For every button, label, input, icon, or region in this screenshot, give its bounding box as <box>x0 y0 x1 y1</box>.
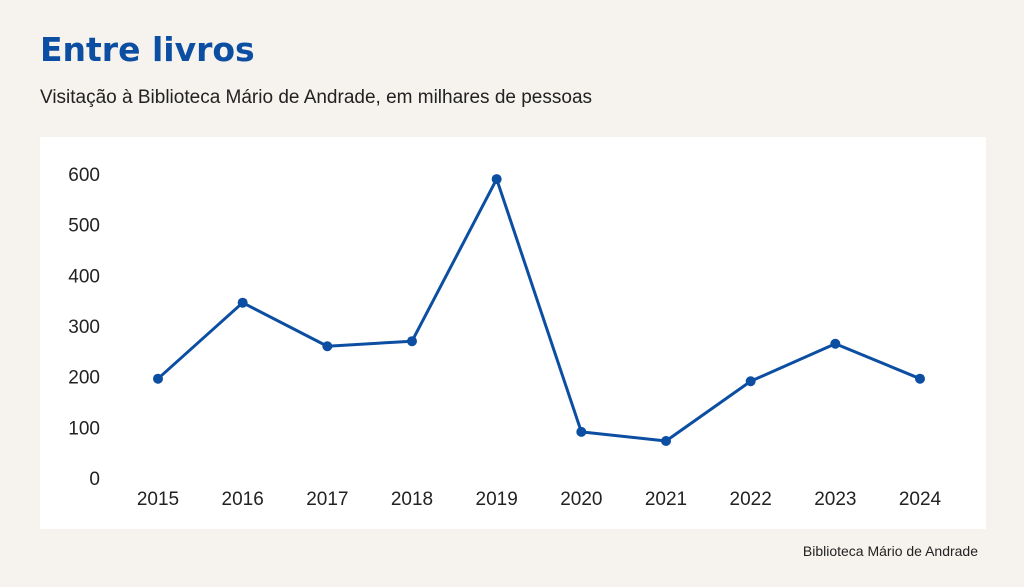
data-point-2016[interactable] <box>237 297 248 308</box>
y-tick-label: 600 <box>68 165 100 186</box>
x-tick-label: 2024 <box>899 489 942 510</box>
y-axis: 0 100 200 300 400 500 600 <box>68 165 100 490</box>
x-tick-label: 2022 <box>730 489 772 510</box>
x-tick-label: 2017 <box>306 489 348 510</box>
x-tick-label: 2015 <box>137 489 179 510</box>
chart-panel: 0 100 200 300 400 500 600 2015 2016 2017 2018 2019… <box>40 137 986 529</box>
x-tick-label: 2018 <box>391 489 433 510</box>
x-axis: 2015 2016 2017 2018 2019 2020 2021 2022 2023 2024 <box>137 489 942 510</box>
series-line <box>156 177 922 443</box>
y-tick-label: 400 <box>68 266 100 287</box>
data-point-2020[interactable] <box>576 426 587 437</box>
data-point-2017[interactable] <box>322 341 333 352</box>
x-tick-label: 2019 <box>476 489 518 510</box>
data-point-2015[interactable] <box>153 373 163 384</box>
chart-title: Entre livros <box>40 30 255 69</box>
data-point-2018[interactable] <box>407 336 417 347</box>
y-tick-label: 500 <box>68 216 100 237</box>
y-tick-label: 200 <box>68 368 100 389</box>
data-point-2023[interactable] <box>830 338 841 349</box>
x-tick-label: 2021 <box>645 489 687 510</box>
x-tick-label: 2016 <box>222 489 264 510</box>
chart-subtitle: Visitação à Biblioteca Mário de Andrade,… <box>40 87 593 108</box>
data-point-2022[interactable] <box>745 376 756 387</box>
source-note: Biblioteca Mário de Andrade <box>802 543 978 559</box>
data-point-2024[interactable] <box>915 373 925 384</box>
line-chart: 0 100 200 300 400 500 600 2015 2016 2017 2018 2019… <box>68 165 942 510</box>
y-tick-label: 0 <box>89 469 100 490</box>
x-tick-label: 2020 <box>560 489 602 510</box>
y-tick-label: 300 <box>68 317 100 338</box>
data-point-2021[interactable] <box>661 436 671 447</box>
data-point-2019[interactable] <box>491 174 502 185</box>
y-tick-label: 100 <box>68 418 100 439</box>
series-group <box>153 174 925 447</box>
x-tick-label: 2023 <box>814 489 856 510</box>
